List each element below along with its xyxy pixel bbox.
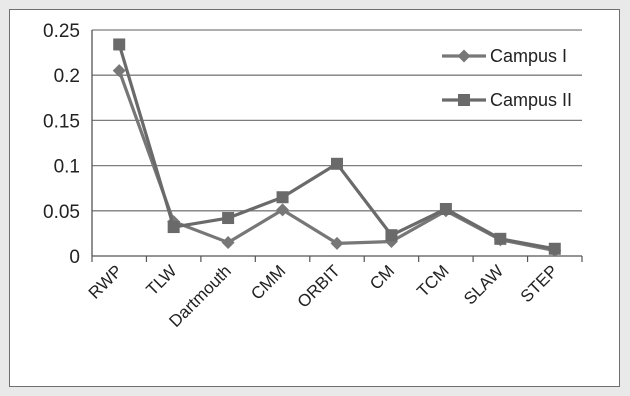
x-tick-label: TCM xyxy=(413,261,452,300)
y-tick-label: 0 xyxy=(69,247,80,268)
data-point xyxy=(439,202,452,215)
data-point xyxy=(167,221,180,234)
square-icon xyxy=(458,94,470,106)
x-tick-label: STEP xyxy=(517,261,562,306)
x-tick-label: CM xyxy=(366,261,398,293)
data-point xyxy=(494,232,507,245)
data-point xyxy=(330,236,344,250)
data-point xyxy=(548,242,561,255)
data-point xyxy=(222,212,235,225)
x-tick-label: CMM xyxy=(247,261,289,303)
x-tick-label: TLW xyxy=(143,261,181,299)
series xyxy=(112,38,562,258)
data-point xyxy=(385,229,398,242)
y-tick-label: 0.05 xyxy=(43,202,80,223)
data-point xyxy=(276,203,290,217)
legend-item: Campus II xyxy=(442,90,572,110)
y-tick-label: 0.15 xyxy=(43,111,80,132)
y-axis-ticks: 0 0.05 0.1 0.15 0.2 0.25 xyxy=(43,21,80,268)
data-point xyxy=(113,38,126,51)
x-tick-label: RWP xyxy=(85,261,126,302)
series-2 xyxy=(113,38,561,255)
x-tick-label: SLAW xyxy=(460,261,507,308)
y-tick-label: 0.25 xyxy=(43,21,80,42)
data-point xyxy=(112,64,126,78)
data-point xyxy=(331,157,343,170)
legend-label: Campus I xyxy=(490,46,567,66)
legend: Campus I Campus II xyxy=(442,46,572,110)
chart-frame xyxy=(9,9,620,387)
y-tick-label: 0.2 xyxy=(54,66,80,87)
x-tick-label: ORBIT xyxy=(294,261,344,311)
data-point xyxy=(276,191,289,204)
axes xyxy=(91,30,583,262)
legend-label: Campus II xyxy=(490,90,572,110)
data-point xyxy=(221,235,235,249)
diamond-icon xyxy=(457,49,471,63)
legend-item: Campus I xyxy=(442,46,567,66)
y-tick-label: 0.1 xyxy=(54,157,80,178)
